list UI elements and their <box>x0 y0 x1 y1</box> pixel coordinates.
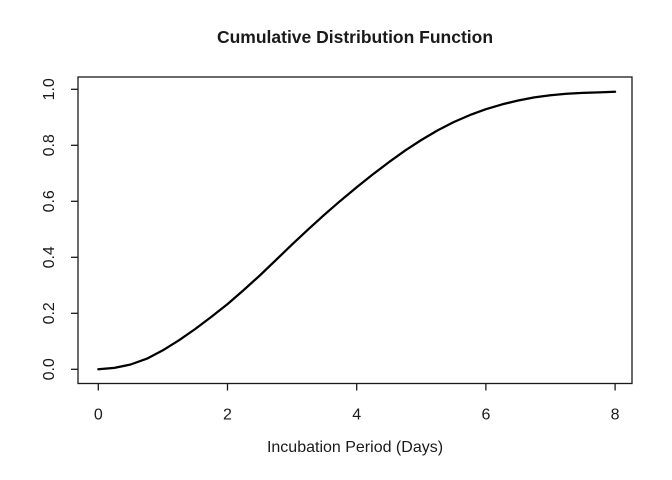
cdf-curve-line <box>97 90 617 371</box>
y-axis: 0.0 0.2 0.4 0.6 0.8 1.0 <box>41 78 78 380</box>
y-tick-label: 1.0 <box>41 78 58 100</box>
x-tick-label: 8 <box>611 407 620 424</box>
y-tick-label: 0.2 <box>41 302 58 324</box>
x-tick-label: 6 <box>481 407 490 424</box>
x-tick-label: 4 <box>352 407 361 424</box>
y-tick-label: 0.0 <box>41 358 58 380</box>
x-axis: 0 2 4 6 8 <box>94 383 620 424</box>
x-tick-label: 2 <box>223 407 232 424</box>
x-tick-label: 0 <box>94 407 103 424</box>
y-tick-label: 0.6 <box>41 190 58 212</box>
y-tick-label: 0.4 <box>41 246 58 268</box>
plot-border-box <box>77 76 633 385</box>
chart-title: Cumulative Distribution Function <box>217 27 493 47</box>
x-axis-label: Incubation Period (Days) <box>267 439 443 456</box>
y-tick-label: 0.8 <box>41 134 58 156</box>
